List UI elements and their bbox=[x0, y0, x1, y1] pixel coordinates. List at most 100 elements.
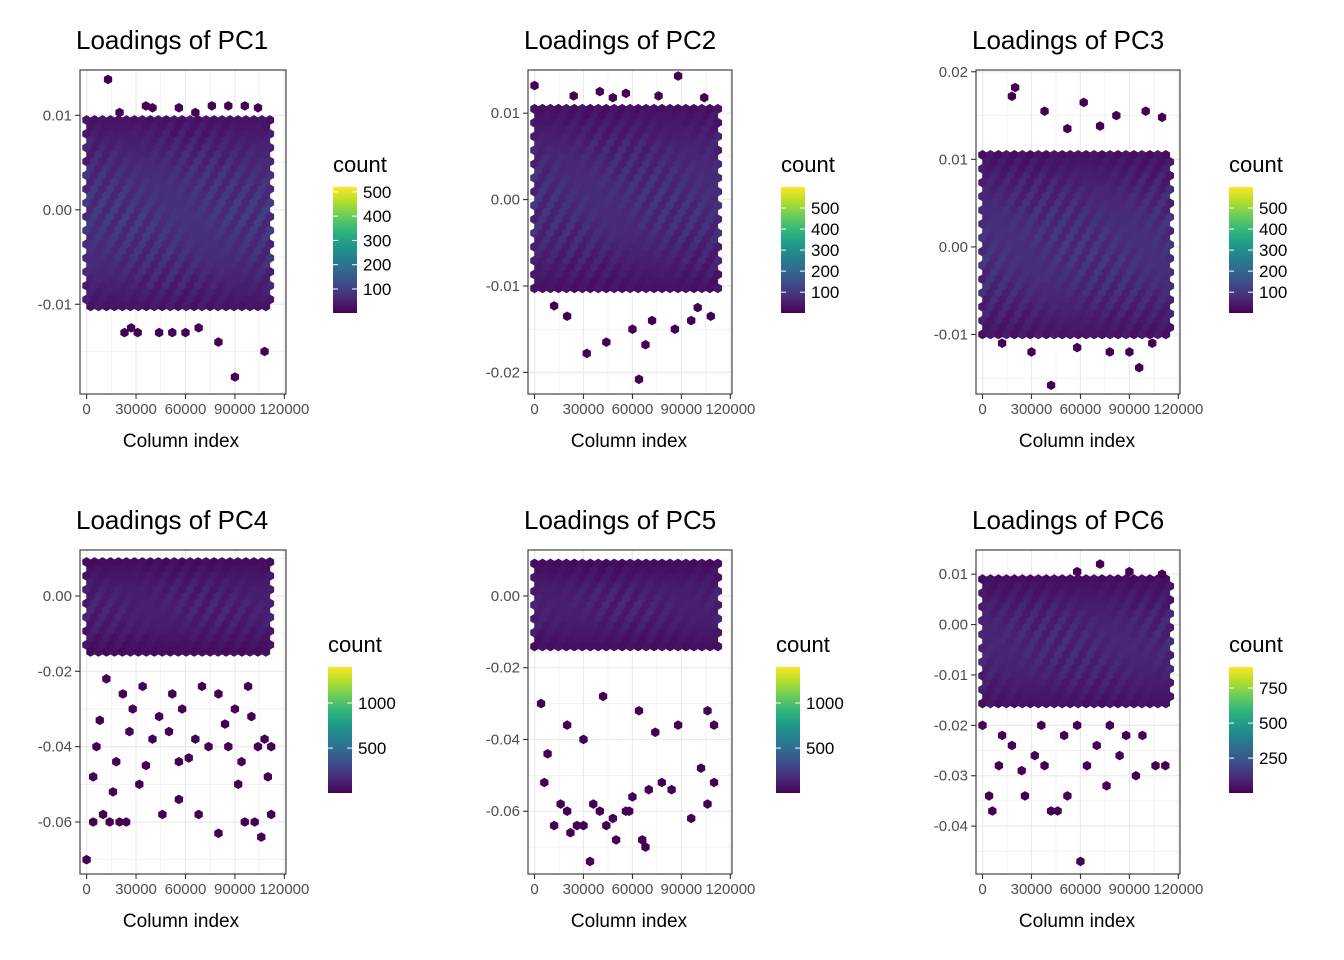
hex-cell bbox=[265, 253, 275, 264]
hex-cell bbox=[1077, 198, 1087, 209]
hex-cell bbox=[1113, 643, 1123, 654]
hex-cell bbox=[1113, 260, 1123, 271]
hex-cell bbox=[225, 626, 235, 637]
hex-cell bbox=[562, 283, 571, 294]
hex-cell bbox=[1069, 677, 1079, 688]
hex-cell bbox=[1018, 574, 1027, 585]
hex-cell bbox=[1041, 657, 1051, 667]
hex-cell bbox=[593, 283, 603, 294]
hex-cell bbox=[625, 283, 635, 294]
colorbar bbox=[333, 187, 357, 313]
hex-cell bbox=[982, 294, 991, 305]
hex-cell bbox=[677, 124, 687, 135]
hex-cell bbox=[233, 557, 243, 568]
hex-cell bbox=[82, 280, 91, 291]
hex-cell bbox=[1141, 622, 1151, 633]
hex-cell bbox=[617, 214, 627, 225]
hex-cell bbox=[1129, 301, 1139, 312]
panel-pc3: Loadings of PC3 Column index count bbox=[972, 25, 1283, 452]
hex-cell bbox=[1149, 281, 1159, 291]
hex-cell bbox=[189, 605, 199, 616]
hex-cell bbox=[1121, 246, 1131, 257]
hex-cell bbox=[1161, 191, 1171, 202]
hex-cell bbox=[169, 612, 179, 623]
hex-cell bbox=[1006, 239, 1015, 250]
hex-cell bbox=[1065, 601, 1075, 612]
hex-cell bbox=[154, 626, 163, 637]
hex-cell bbox=[1125, 594, 1135, 605]
hex-cell bbox=[705, 627, 715, 638]
hex-cell bbox=[661, 152, 671, 163]
hex-cell bbox=[154, 184, 163, 195]
hex-cell bbox=[990, 608, 999, 619]
hex-cell bbox=[990, 212, 999, 222]
hex-cell bbox=[1093, 267, 1103, 278]
hex-cell bbox=[1030, 663, 1039, 674]
hex-cell bbox=[110, 163, 119, 174]
hex-cell-outlier bbox=[267, 809, 276, 820]
hex-cell bbox=[197, 301, 207, 312]
hex-cell bbox=[1117, 650, 1127, 661]
hex-cell-outlier bbox=[125, 726, 134, 737]
hex-cell bbox=[1085, 636, 1095, 647]
hex-cell bbox=[705, 600, 715, 610]
hex-cell bbox=[1061, 308, 1071, 319]
hex-cell bbox=[233, 639, 243, 650]
hex-cell bbox=[609, 241, 619, 252]
hex-cell bbox=[217, 142, 227, 153]
hex-cell bbox=[205, 246, 215, 257]
hex-cell bbox=[193, 598, 203, 609]
hex-cell bbox=[709, 179, 719, 190]
y-tick-label: 0.00 bbox=[939, 239, 968, 256]
hex-cell bbox=[1073, 205, 1083, 216]
hex-cell bbox=[1041, 684, 1051, 695]
hex-cell bbox=[1089, 629, 1099, 640]
hex-cell bbox=[566, 166, 575, 176]
hex-cell bbox=[597, 193, 607, 204]
hex-cell bbox=[990, 650, 999, 661]
hex-cell bbox=[645, 110, 655, 121]
hex-cell bbox=[550, 276, 559, 287]
hex-cell bbox=[641, 145, 651, 156]
hex-cell bbox=[998, 253, 1007, 264]
hex-cell-outlier bbox=[611, 835, 621, 845]
hex-cell bbox=[617, 613, 627, 624]
hex-cell bbox=[1161, 698, 1171, 709]
hex-cell bbox=[1149, 170, 1159, 181]
hex-cell bbox=[681, 131, 691, 142]
colorbar-tick-label: 300 bbox=[1259, 241, 1287, 260]
hex-cell bbox=[1077, 322, 1087, 333]
hex-cell bbox=[994, 643, 1003, 654]
hex-cell bbox=[253, 218, 263, 229]
hex-cell bbox=[1153, 588, 1163, 598]
hex-cell bbox=[1053, 308, 1063, 319]
hex-cell bbox=[566, 152, 575, 163]
hex-cell bbox=[1026, 601, 1035, 612]
hex-cell bbox=[1089, 260, 1099, 271]
hex-cell bbox=[558, 276, 567, 287]
hex-cell bbox=[1125, 281, 1135, 291]
hex-cell bbox=[114, 626, 123, 637]
hex-cell bbox=[209, 239, 219, 250]
hex-cell bbox=[621, 166, 631, 176]
hex-cell bbox=[118, 273, 127, 284]
hex-cell bbox=[597, 152, 607, 163]
hex-cell bbox=[102, 260, 111, 270]
hex-cell bbox=[574, 179, 583, 190]
hex-cell bbox=[1105, 684, 1115, 695]
hex-cell bbox=[994, 657, 1003, 667]
hex-cell bbox=[538, 172, 547, 183]
hex-cell bbox=[134, 260, 143, 270]
hex-cell bbox=[185, 211, 195, 222]
hex-cell bbox=[1137, 329, 1147, 340]
hex-cell bbox=[1049, 657, 1059, 667]
hex-cell bbox=[1038, 253, 1047, 264]
hex-cell bbox=[657, 241, 667, 252]
hex-cell bbox=[685, 606, 695, 617]
hex-cell-outlier bbox=[1011, 82, 1020, 93]
hex-cell bbox=[1097, 657, 1107, 667]
hex-cell bbox=[1038, 691, 1047, 702]
hex-cell bbox=[233, 598, 243, 609]
panel-title: Loadings of PC3 bbox=[972, 25, 1164, 55]
hex-cell-outlier bbox=[253, 102, 263, 113]
